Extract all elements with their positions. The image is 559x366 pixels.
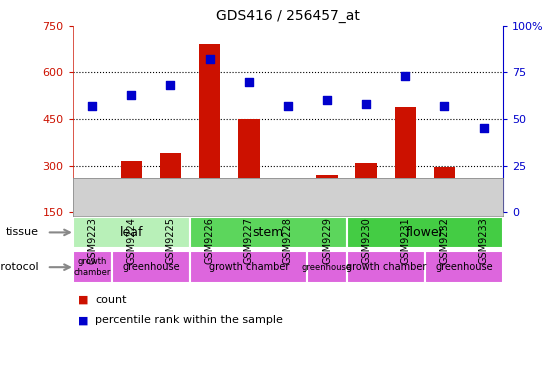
Text: growth protocol: growth protocol [0, 262, 38, 272]
Bar [190, 251, 307, 283]
Text: stem: stem [253, 226, 284, 239]
Point [88, 103, 97, 109]
Text: ■: ■ [78, 315, 89, 325]
Point [362, 101, 371, 107]
Bar [307, 251, 347, 283]
Bar [425, 251, 503, 283]
Bar [73, 217, 190, 248]
Bar [121, 161, 142, 212]
Text: growth chamber: growth chamber [209, 262, 289, 272]
Bar [347, 217, 503, 248]
Bar [82, 187, 103, 212]
Point [323, 97, 331, 103]
Bar [160, 153, 181, 212]
Bar [356, 163, 377, 212]
Title: GDS416 / 256457_at: GDS416 / 256457_at [216, 9, 360, 23]
Point [479, 125, 488, 131]
Point [401, 73, 410, 79]
Text: percentile rank within the sample: percentile rank within the sample [95, 315, 283, 325]
Point [166, 82, 175, 88]
Text: growth
chamber: growth chamber [74, 257, 111, 277]
Bar [277, 194, 299, 212]
Text: count: count [95, 295, 126, 305]
Text: leaf: leaf [120, 226, 143, 239]
Point [283, 103, 292, 109]
Bar [395, 107, 416, 212]
Bar [112, 251, 190, 283]
Bar [347, 251, 425, 283]
Text: greenhouse: greenhouse [122, 262, 180, 272]
Bar [316, 175, 338, 212]
Text: tissue: tissue [5, 227, 38, 238]
Point [127, 92, 136, 98]
Text: ■: ■ [78, 295, 89, 305]
Text: greenhouse: greenhouse [302, 263, 352, 272]
Bar [73, 251, 112, 283]
Bar [199, 44, 220, 212]
Text: greenhouse: greenhouse [435, 262, 493, 272]
Point [244, 79, 253, 85]
Bar [238, 119, 259, 212]
Point [440, 103, 449, 109]
Bar [190, 217, 347, 248]
Text: flower: flower [405, 226, 444, 239]
Text: growth chamber: growth chamber [345, 262, 426, 272]
Bar [473, 205, 494, 212]
Point [205, 56, 214, 62]
Bar [434, 167, 455, 212]
